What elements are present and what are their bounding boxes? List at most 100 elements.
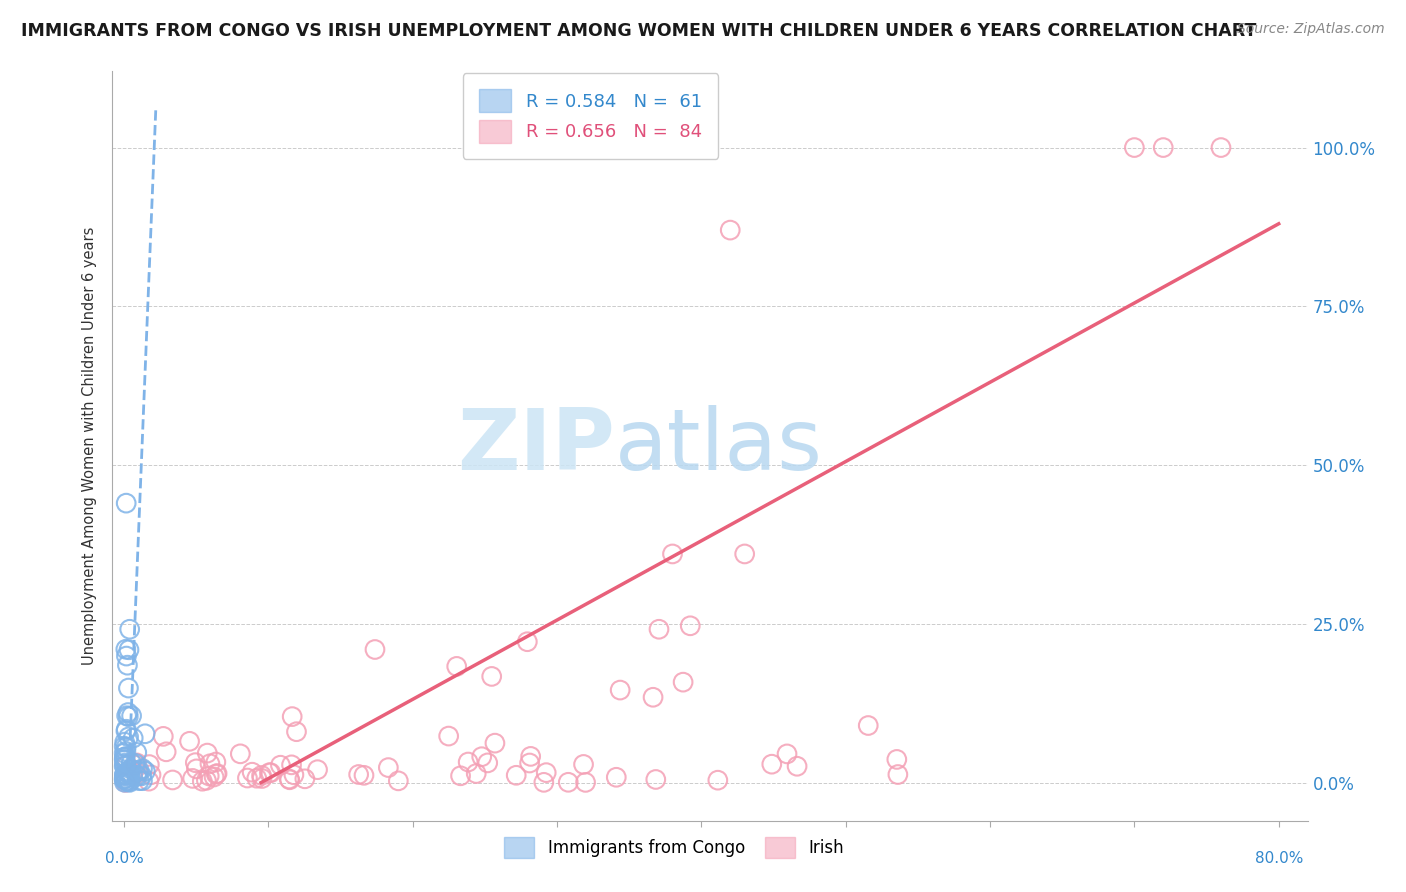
Point xyxy=(138,774,160,789)
Point xyxy=(117,764,139,778)
Point xyxy=(477,756,499,770)
Point xyxy=(138,757,160,772)
Text: ZIP: ZIP xyxy=(457,404,614,488)
Point xyxy=(260,765,283,780)
Point xyxy=(229,747,252,761)
Point xyxy=(125,768,148,782)
Point xyxy=(127,766,149,780)
Point xyxy=(114,768,136,782)
Point xyxy=(347,767,370,781)
Point xyxy=(281,709,304,723)
Point xyxy=(776,747,799,761)
Point xyxy=(198,756,221,771)
Point xyxy=(471,749,494,764)
Point xyxy=(117,774,139,789)
Point xyxy=(437,729,460,743)
Point xyxy=(120,762,142,776)
Point xyxy=(761,757,783,772)
Point xyxy=(115,724,138,739)
Point xyxy=(450,769,472,783)
Text: 80.0%: 80.0% xyxy=(1254,851,1303,866)
Point xyxy=(534,765,557,780)
Point xyxy=(127,769,149,783)
Point xyxy=(112,772,135,787)
Point xyxy=(179,734,201,748)
Point xyxy=(114,767,136,781)
Point xyxy=(191,774,214,789)
Point xyxy=(246,771,269,785)
Point xyxy=(446,659,468,673)
Point xyxy=(574,775,596,789)
Point xyxy=(516,634,538,648)
Point xyxy=(121,708,143,723)
Point xyxy=(387,773,409,788)
Point xyxy=(115,765,138,780)
Point xyxy=(605,770,627,784)
Point xyxy=(285,724,308,739)
Point xyxy=(202,770,225,784)
Point xyxy=(718,223,741,237)
Point xyxy=(114,771,136,785)
Point xyxy=(134,727,156,741)
Point xyxy=(609,683,631,698)
Point xyxy=(112,739,135,754)
Point xyxy=(181,772,204,786)
Point xyxy=(648,622,671,636)
Point xyxy=(734,547,756,561)
Point xyxy=(125,746,148,760)
Point xyxy=(465,766,488,780)
Point xyxy=(887,767,910,781)
Point xyxy=(125,756,148,770)
Point xyxy=(112,746,135,760)
Point xyxy=(114,775,136,789)
Point xyxy=(114,772,136,787)
Point xyxy=(1152,140,1174,154)
Point xyxy=(117,709,139,723)
Point xyxy=(117,766,139,780)
Point xyxy=(114,750,136,764)
Point xyxy=(118,622,141,636)
Point xyxy=(152,730,174,744)
Point xyxy=(118,775,141,789)
Point xyxy=(519,756,541,770)
Text: IMMIGRANTS FROM CONGO VS IRISH UNEMPLOYMENT AMONG WOMEN WITH CHILDREN UNDER 6 YE: IMMIGRANTS FROM CONGO VS IRISH UNEMPLOYM… xyxy=(21,22,1257,40)
Point xyxy=(118,642,141,657)
Point xyxy=(572,757,595,772)
Point xyxy=(115,758,138,772)
Point xyxy=(205,767,228,781)
Point xyxy=(364,642,387,657)
Point xyxy=(124,758,146,772)
Point xyxy=(198,769,221,783)
Point xyxy=(124,756,146,771)
Point xyxy=(269,758,291,772)
Text: 0.0%: 0.0% xyxy=(104,851,143,866)
Text: Source: ZipAtlas.com: Source: ZipAtlas.com xyxy=(1237,22,1385,37)
Point xyxy=(457,755,479,769)
Point xyxy=(115,773,138,788)
Point xyxy=(112,756,135,771)
Legend: Immigrants from Congo, Irish: Immigrants from Congo, Irish xyxy=(498,830,851,864)
Point xyxy=(236,771,259,785)
Point xyxy=(1209,140,1232,154)
Point xyxy=(641,690,664,705)
Point xyxy=(139,768,162,782)
Point xyxy=(117,658,139,673)
Point xyxy=(661,547,683,561)
Point xyxy=(250,772,273,786)
Point xyxy=(114,758,136,772)
Point xyxy=(122,731,145,745)
Point xyxy=(115,723,138,737)
Point xyxy=(644,772,666,787)
Point xyxy=(115,740,138,755)
Point xyxy=(1123,140,1146,154)
Point xyxy=(886,752,908,766)
Point xyxy=(131,773,153,788)
Point xyxy=(280,757,302,772)
Point xyxy=(672,675,695,690)
Point xyxy=(115,708,138,723)
Point xyxy=(120,768,142,782)
Point xyxy=(115,744,138,758)
Point xyxy=(112,775,135,789)
Point xyxy=(114,735,136,749)
Point xyxy=(283,768,305,782)
